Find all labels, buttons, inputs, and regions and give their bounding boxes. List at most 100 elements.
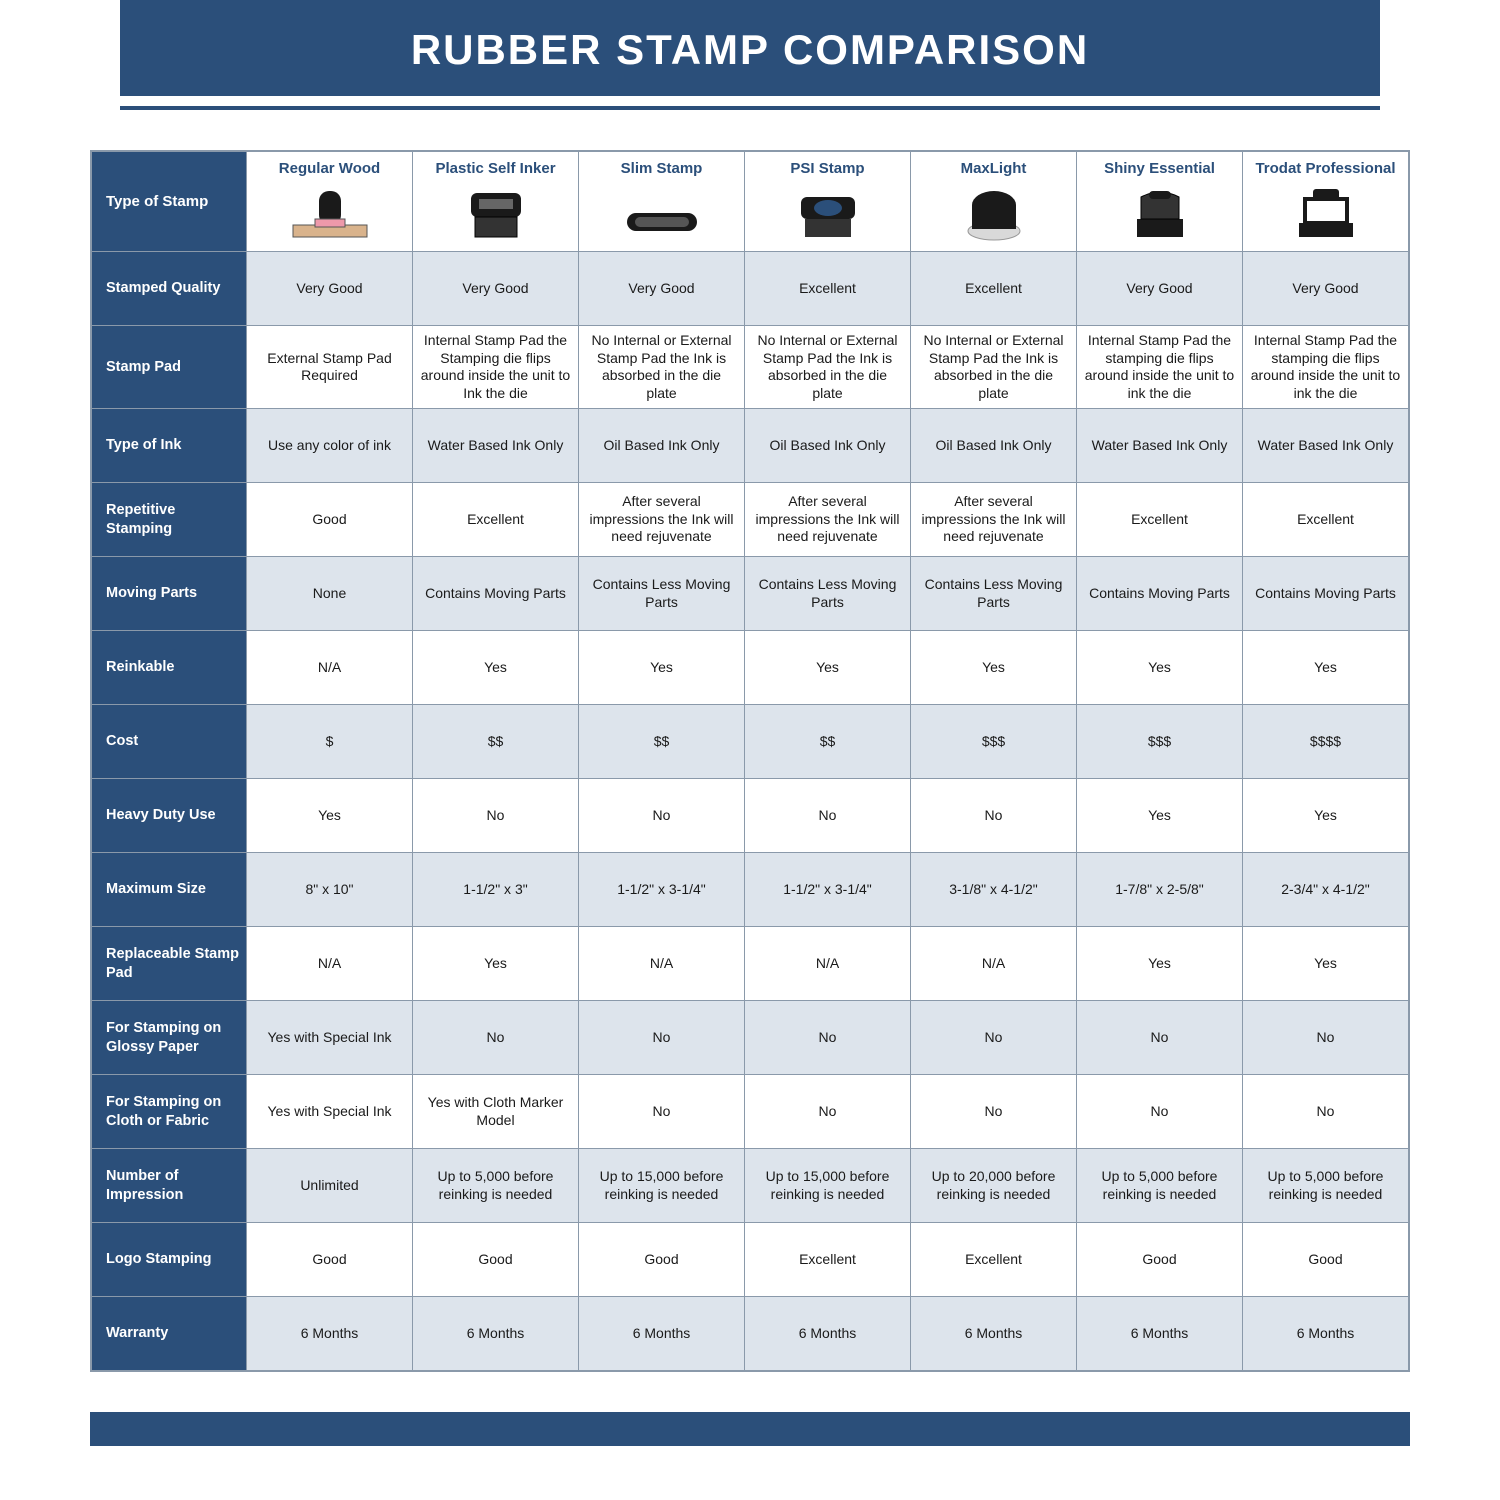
table-cell: Contains Less Moving Parts <box>745 557 911 631</box>
col-header-regular-wood: Regular Wood <box>247 152 413 252</box>
table-cell: Yes with Special Ink <box>247 1075 413 1149</box>
table-cell: No <box>911 1075 1077 1149</box>
table-cell: 6 Months <box>1077 1297 1243 1371</box>
table-cell: Up to 5,000 before reinking is needed <box>413 1149 579 1223</box>
table-row: For Stamping on Glossy PaperYes with Spe… <box>92 1001 1409 1075</box>
comparison-table-container: Type of Stamp Regular Wood Plastic Self … <box>90 150 1410 1372</box>
table-cell: $$ <box>413 705 579 779</box>
table-header-row: Type of Stamp Regular Wood Plastic Self … <box>92 152 1409 252</box>
table-cell: No <box>911 1001 1077 1075</box>
stamp-icon-slim <box>585 185 738 243</box>
table-cell: Water Based Ink Only <box>1077 409 1243 483</box>
table-cell: Good <box>413 1223 579 1297</box>
page-title: RUBBER STAMP COMPARISON <box>120 0 1380 96</box>
table-cell: No <box>911 779 1077 853</box>
table-cell: No <box>579 779 745 853</box>
table-cell: Contains Moving Parts <box>1077 557 1243 631</box>
table-cell: Use any color of ink <box>247 409 413 483</box>
table-cell: Up to 5,000 before reinking is needed <box>1077 1149 1243 1223</box>
table-cell: N/A <box>247 927 413 1001</box>
bottom-bar <box>90 1412 1410 1446</box>
table-cell: Excellent <box>413 483 579 557</box>
table-body: Stamped QualityVery GoodVery GoodVery Go… <box>92 252 1409 1371</box>
table-cell: Yes <box>579 631 745 705</box>
row-label: Warranty <box>92 1297 247 1371</box>
table-cell: No <box>1243 1001 1409 1075</box>
table-cell: Oil Based Ink Only <box>579 409 745 483</box>
table-cell: No Internal or External Stamp Pad the In… <box>579 326 745 409</box>
table-cell: Yes <box>1077 631 1243 705</box>
row-label: Type of Ink <box>92 409 247 483</box>
table-row: Replaceable Stamp PadN/AYesN/AN/AN/AYesY… <box>92 927 1409 1001</box>
row-label: Repetitive Stamping <box>92 483 247 557</box>
table-cell: No <box>579 1075 745 1149</box>
table-cell: $$$ <box>1077 705 1243 779</box>
stamp-icon-psi <box>751 185 904 243</box>
col-header-maxlight: MaxLight <box>911 152 1077 252</box>
row-label-header: Type of Stamp <box>92 152 247 252</box>
table-cell: Yes with Cloth Marker Model <box>413 1075 579 1149</box>
table-cell: No Internal or External Stamp Pad the In… <box>911 326 1077 409</box>
table-row: Logo StampingGoodGoodGoodExcellentExcell… <box>92 1223 1409 1297</box>
table-cell: Very Good <box>579 252 745 326</box>
table-cell: Up to 20,000 before reinking is needed <box>911 1149 1077 1223</box>
table-row: Maximum Size8" x 10"1-1/2" x 3"1-1/2" x … <box>92 853 1409 927</box>
table-cell: 1-1/2" x 3-1/4" <box>579 853 745 927</box>
table-cell: No <box>745 1001 911 1075</box>
table-cell: Unlimited <box>247 1149 413 1223</box>
table-cell: Contains Moving Parts <box>1243 557 1409 631</box>
table-row: Warranty6 Months6 Months6 Months6 Months… <box>92 1297 1409 1371</box>
table-cell: Excellent <box>911 1223 1077 1297</box>
table-cell: Good <box>579 1223 745 1297</box>
table-cell: After several impressions the Ink will n… <box>745 483 911 557</box>
table-cell: 1-1/2" x 3-1/4" <box>745 853 911 927</box>
row-label: Replaceable Stamp Pad <box>92 927 247 1001</box>
table-cell: 6 Months <box>247 1297 413 1371</box>
table-cell: Up to 15,000 before reinking is needed <box>745 1149 911 1223</box>
col-header-label: MaxLight <box>917 160 1070 179</box>
col-header-label: Slim Stamp <box>585 160 738 179</box>
table-row: Repetitive StampingGoodExcellentAfter se… <box>92 483 1409 557</box>
table-row: Cost$$$$$$$$$$$$$$$$$ <box>92 705 1409 779</box>
table-cell: Very Good <box>413 252 579 326</box>
table-cell: No <box>1077 1001 1243 1075</box>
table-cell: Excellent <box>745 1223 911 1297</box>
table-row: Stamped QualityVery GoodVery GoodVery Go… <box>92 252 1409 326</box>
row-label: Moving Parts <box>92 557 247 631</box>
col-header-label: Plastic Self Inker <box>419 160 572 179</box>
table-cell: Very Good <box>1077 252 1243 326</box>
table-cell: Up to 5,000 before reinking is needed <box>1243 1149 1409 1223</box>
table-cell: Good <box>1077 1223 1243 1297</box>
table-cell: $$ <box>579 705 745 779</box>
col-header-label: PSI Stamp <box>751 160 904 179</box>
table-cell: None <box>247 557 413 631</box>
table-cell: 6 Months <box>745 1297 911 1371</box>
row-label: Maximum Size <box>92 853 247 927</box>
table-cell: 6 Months <box>911 1297 1077 1371</box>
table-cell: N/A <box>911 927 1077 1001</box>
table-cell: Good <box>247 483 413 557</box>
col-header-psi-stamp: PSI Stamp <box>745 152 911 252</box>
col-header-label: Regular Wood <box>253 160 406 179</box>
table-cell: No <box>1077 1075 1243 1149</box>
col-header-shiny-essential: Shiny Essential <box>1077 152 1243 252</box>
row-label: For Stamping on Glossy Paper <box>92 1001 247 1075</box>
table-cell: After several impressions the Ink will n… <box>911 483 1077 557</box>
table-cell: 8" x 10" <box>247 853 413 927</box>
table-row: For Stamping on Cloth or FabricYes with … <box>92 1075 1409 1149</box>
table-cell: N/A <box>247 631 413 705</box>
stamp-icon-self-inker <box>419 185 572 243</box>
table-row: Type of InkUse any color of ink Water Bas… <box>92 409 1409 483</box>
table-cell: 1-1/2" x 3" <box>413 853 579 927</box>
row-label: Logo Stamping <box>92 1223 247 1297</box>
table-cell: Yes <box>1077 927 1243 1001</box>
table-cell: Excellent <box>1243 483 1409 557</box>
table-cell: Very Good <box>1243 252 1409 326</box>
table-cell: Good <box>1243 1223 1409 1297</box>
table-cell: Yes <box>911 631 1077 705</box>
table-row: ReinkableN/AYesYesYesYesYesYes <box>92 631 1409 705</box>
table-cell: Yes <box>1243 779 1409 853</box>
table-cell: Contains Moving Parts <box>413 557 579 631</box>
table-cell: No <box>413 1001 579 1075</box>
table-cell: $$$ <box>911 705 1077 779</box>
